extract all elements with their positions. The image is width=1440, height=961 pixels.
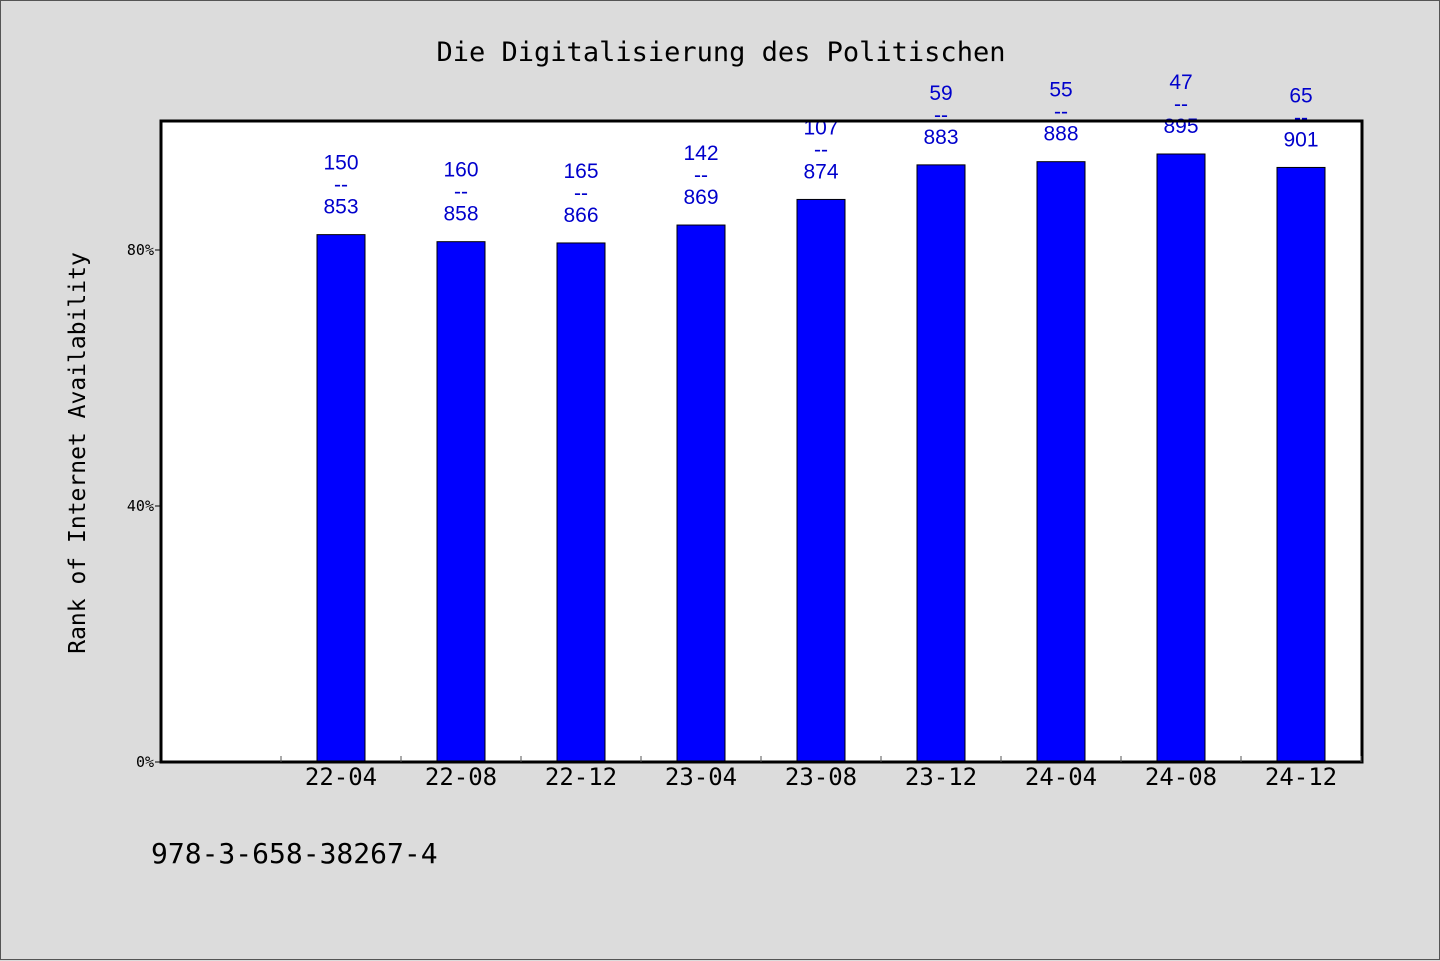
bar-22-12 — [556, 242, 606, 763]
data-label-bottom-24-04: 888 — [1043, 123, 1078, 146]
data-label-top-24-08: 47 — [1169, 71, 1192, 94]
bar-24-12 — [1276, 166, 1326, 763]
bar-22-08 — [436, 241, 486, 763]
data-label-sep-22-08: -- — [454, 181, 468, 204]
y-tick-label-0: 0% — [136, 753, 154, 771]
footer-isbn: 978-3-658-38267-4 — [151, 837, 438, 870]
data-label-sep-23-12: -- — [934, 104, 948, 127]
data-label-bottom-22-12: 866 — [563, 204, 598, 227]
data-label-bottom-23-12: 883 — [923, 126, 958, 149]
x-axis: 22-04 22-08 22-12 23-04 23-08 23-12 24-04 24-08… — [280, 756, 1362, 791]
bar-24-08 — [1156, 153, 1206, 763]
data-label-sep-23-04: -- — [694, 164, 708, 187]
data-label-sep-23-08: -- — [814, 138, 828, 161]
bar-23-12 — [916, 164, 966, 763]
x-tick-label-22-08: 22-08 — [425, 763, 497, 791]
data-label-top-24-12: 65 — [1289, 84, 1312, 107]
y-axis: 0% 40% 80% — [127, 241, 161, 771]
x-tick-label-23-04: 23-04 — [665, 763, 737, 791]
data-label-bottom-22-04: 853 — [323, 196, 358, 219]
bar-24-04 — [1036, 161, 1086, 763]
data-label-sep-22-12: -- — [574, 182, 588, 205]
bar-23-04 — [676, 224, 726, 763]
bars-group — [316, 153, 1326, 763]
y-tick-label-80: 80% — [127, 241, 154, 259]
data-label-top-22-08: 160 — [443, 159, 478, 182]
data-label-top-24-04: 55 — [1049, 79, 1072, 102]
x-tick-label-23-12: 23-12 — [905, 763, 977, 791]
x-tick-label-24-08: 24-08 — [1145, 763, 1217, 791]
data-label-top-22-04: 150 — [323, 152, 358, 175]
data-label-top-23-12: 59 — [929, 82, 952, 105]
y-axis-label: Rank of Internet Availability — [65, 252, 91, 654]
chart-title: Die Digitalisierung des Politischen — [437, 37, 1006, 68]
x-tick-label-22-04: 22-04 — [305, 763, 377, 791]
data-label-bottom-23-04: 869 — [683, 186, 718, 209]
data-label-sep-24-12: -- — [1294, 106, 1308, 129]
y-tick-label-40: 40% — [127, 497, 154, 515]
data-label-bottom-22-08: 858 — [443, 203, 478, 226]
bar-23-08 — [796, 198, 846, 763]
data-label-bottom-24-12: 901 — [1283, 128, 1318, 151]
data-label-sep-24-04: -- — [1054, 101, 1068, 124]
bar-22-04 — [316, 234, 366, 763]
x-tick-label-24-12: 24-12 — [1265, 763, 1337, 791]
x-tick-label-23-08: 23-08 — [785, 763, 857, 791]
data-label-sep-24-08: -- — [1174, 93, 1188, 116]
data-label-bottom-24-08: 895 — [1163, 115, 1198, 138]
data-label-bottom-23-08: 874 — [803, 160, 838, 183]
data-label-top-22-12: 165 — [563, 160, 598, 183]
data-label-sep-22-04: -- — [334, 174, 348, 197]
data-label-top-23-04: 142 — [683, 142, 718, 165]
x-tick-label-22-12: 22-12 — [545, 763, 617, 791]
x-tick-label-24-04: 24-04 — [1025, 763, 1097, 791]
